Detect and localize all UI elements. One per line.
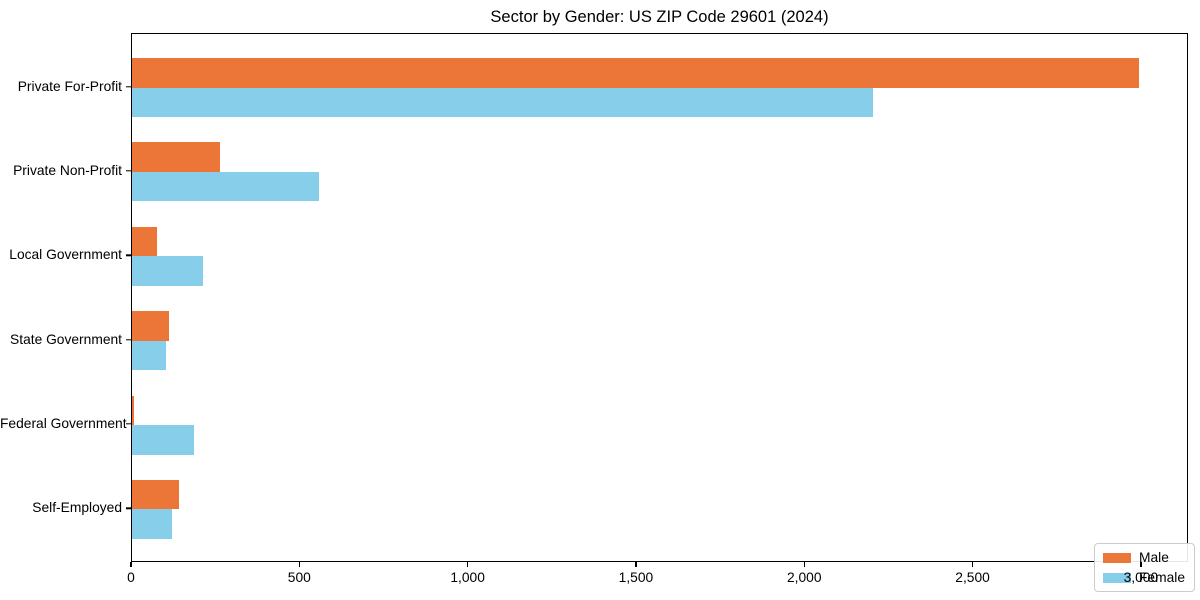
bar-male-4: [132, 395, 134, 426]
x-tick-label-4: 2,000: [786, 570, 822, 585]
legend-label-female: Female: [1138, 570, 1185, 585]
bar-male-5: [132, 479, 180, 510]
y-axis-label-4: Federal Government: [0, 416, 127, 432]
chart-title: Sector by Gender: US ZIP Code 29601 (202…: [490, 8, 829, 26]
bar-female-3: [132, 340, 166, 371]
bar-male-2: [132, 226, 158, 257]
bar-male-1: [132, 142, 220, 172]
x-tick-4: [803, 562, 805, 567]
y-tick-0: [126, 85, 131, 88]
x-tick-label-3: 1,500: [618, 570, 654, 585]
legend-item-male: Male: [1102, 550, 1185, 565]
y-tick-5: [126, 507, 131, 510]
legend-swatch-male: [1102, 552, 1131, 563]
x-tick-label-1: 500: [287, 570, 311, 585]
y-axis-label-5: Self-Employed: [32, 500, 122, 516]
bar-female-1: [132, 171, 319, 202]
y-tick-2: [126, 254, 131, 257]
legend-swatch-female: [1102, 572, 1131, 583]
x-tick-0: [130, 562, 132, 567]
y-tick-1: [126, 170, 131, 172]
x-tick-1: [298, 562, 300, 567]
y-tick-4: [126, 423, 131, 425]
x-tick-label-5: 2,500: [955, 570, 990, 585]
y-axis-label-1: Private Non-Profit: [13, 162, 122, 178]
x-tick-6: [1140, 562, 1142, 567]
legend-label-male: Male: [1138, 550, 1169, 565]
legend-item-female: Female: [1102, 570, 1185, 585]
bar-male-3: [132, 311, 170, 341]
bar-male-0: [132, 58, 1139, 88]
plot-area: [131, 33, 1188, 562]
x-tick-3: [635, 562, 637, 567]
x-tick-label-2: 1,000: [450, 570, 485, 585]
x-tick-5: [971, 562, 974, 567]
x-tick-2: [466, 562, 469, 567]
y-axis-label-2: Local Government: [9, 247, 122, 263]
x-tick-label-0: 0: [127, 570, 135, 585]
bar-female-0: [132, 87, 873, 118]
bar-female-4: [132, 425, 195, 455]
legend: Male Female: [1093, 543, 1195, 592]
bar-female-2: [132, 256, 203, 286]
y-axis-label-0: Private For-Profit: [17, 78, 122, 94]
y-tick-3: [126, 338, 131, 341]
y-axis-label-3: State Government: [10, 331, 122, 347]
x-tick-label-6: 3,000: [1123, 570, 1159, 585]
bar-female-5: [132, 509, 173, 539]
